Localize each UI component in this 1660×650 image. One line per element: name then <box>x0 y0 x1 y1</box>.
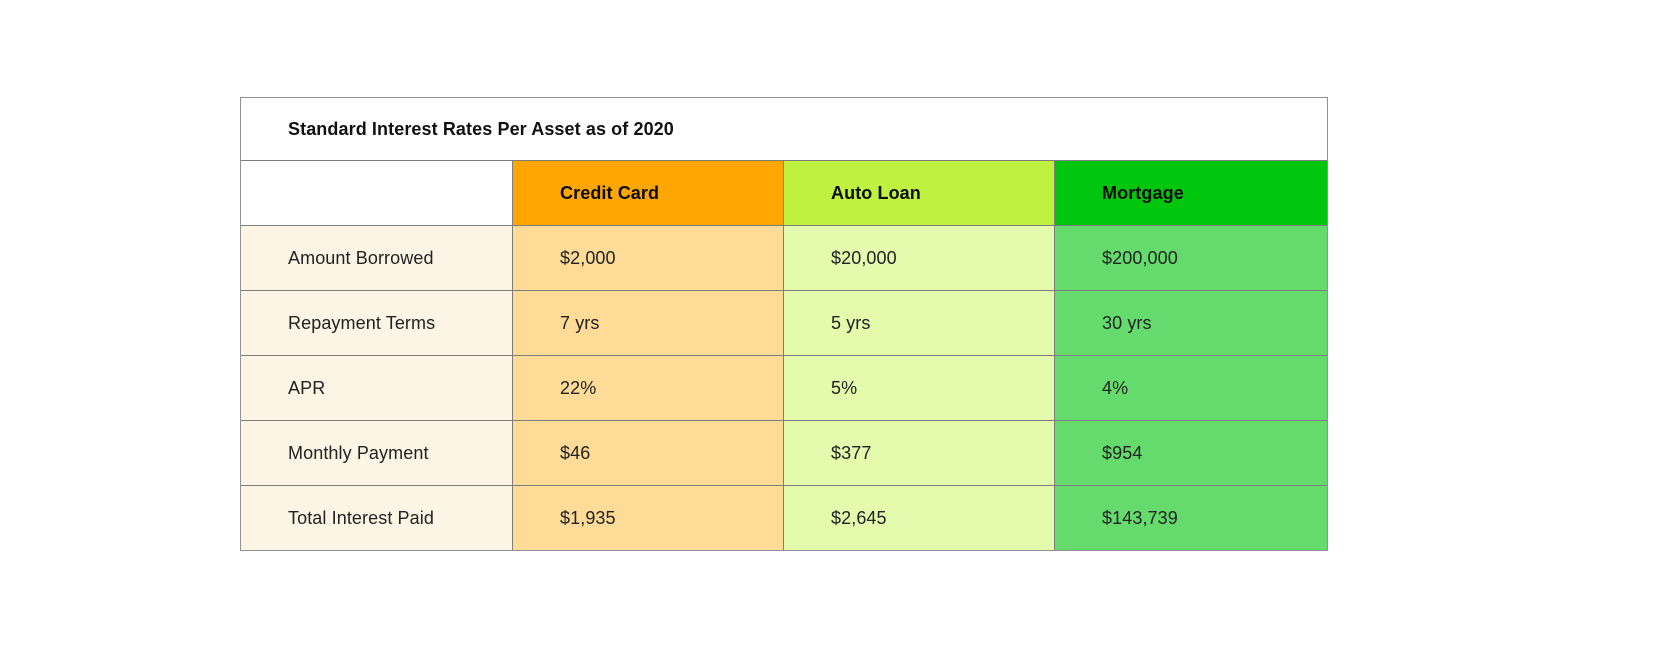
cell-credit-card-monthly-payment: $46 <box>513 421 783 485</box>
column-header-auto-loan: Auto Loan <box>784 161 1054 225</box>
row-label-monthly-payment: Monthly Payment <box>241 421 512 485</box>
table-title: Standard Interest Rates Per Asset as of … <box>241 98 1327 160</box>
row-label-repayment-terms: Repayment Terms <box>241 291 512 355</box>
cell-mortgage-amount-borrowed: $200,000 <box>1055 226 1327 290</box>
cell-mortgage-apr: 4% <box>1055 356 1327 420</box>
cell-credit-card-repayment-terms: 7 yrs <box>513 291 783 355</box>
column-header-credit-card: Credit Card <box>513 161 783 225</box>
cell-auto-loan-monthly-payment: $377 <box>784 421 1054 485</box>
row-label-total-interest-paid: Total Interest Paid <box>241 486 512 550</box>
cell-auto-loan-amount-borrowed: $20,000 <box>784 226 1054 290</box>
corner-cell <box>241 161 512 225</box>
cell-auto-loan-total-interest-paid: $2,645 <box>784 486 1054 550</box>
cell-mortgage-monthly-payment: $954 <box>1055 421 1327 485</box>
cell-credit-card-apr: 22% <box>513 356 783 420</box>
row-label-apr: APR <box>241 356 512 420</box>
cell-credit-card-amount-borrowed: $2,000 <box>513 226 783 290</box>
column-header-mortgage: Mortgage <box>1055 161 1327 225</box>
cell-credit-card-total-interest-paid: $1,935 <box>513 486 783 550</box>
cell-mortgage-total-interest-paid: $143,739 <box>1055 486 1327 550</box>
cell-auto-loan-repayment-terms: 5 yrs <box>784 291 1054 355</box>
interest-rate-table: Standard Interest Rates Per Asset as of … <box>240 97 1328 551</box>
cell-auto-loan-apr: 5% <box>784 356 1054 420</box>
row-label-amount-borrowed: Amount Borrowed <box>241 226 512 290</box>
cell-mortgage-repayment-terms: 30 yrs <box>1055 291 1327 355</box>
